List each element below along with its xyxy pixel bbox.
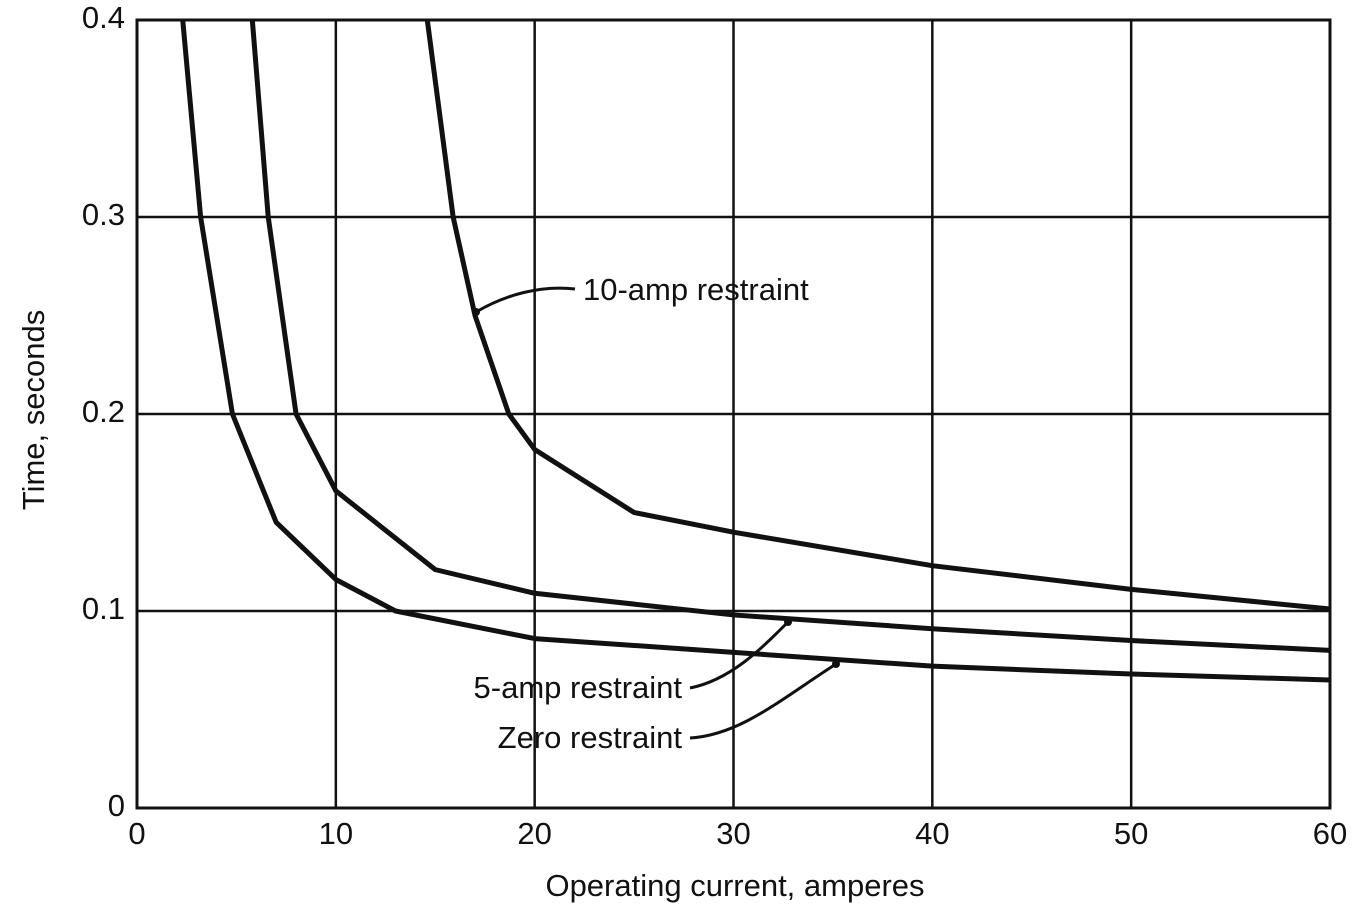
label-arrow (689, 620, 790, 690)
line-series (249, 19, 1331, 653)
label-arrow (689, 662, 837, 740)
y-tick-label: 0 (108, 788, 125, 823)
x-tick-label: 30 (716, 816, 750, 851)
x-tick-label: 40 (915, 816, 949, 851)
series-label: 10-amp restraint (583, 272, 809, 307)
series-label: Zero restraint (498, 720, 683, 755)
arrow-head (832, 660, 840, 668)
x-tick-label: 0 (128, 816, 145, 851)
label-arrow (475, 286, 576, 314)
y-tick-label: 0.1 (82, 591, 125, 626)
plot-frame (135, 18, 1332, 810)
x-tick-label: 20 (517, 816, 551, 851)
y-tick-label: 0.4 (82, 0, 125, 35)
series-label: 5-amp restraint (474, 670, 683, 705)
arrow-head (784, 618, 792, 626)
y-axis-label: Time, seconds (16, 310, 51, 510)
line-series (180, 19, 1331, 683)
x-tick-label: 50 (1114, 816, 1148, 851)
x-tick-label: 10 (319, 816, 353, 851)
arrow-head (472, 308, 480, 316)
x-axis-label: Operating current, amperes (545, 868, 924, 903)
line-series (424, 19, 1331, 612)
y-tick-label: 0.3 (82, 197, 125, 232)
y-tick-label: 0.2 (82, 394, 125, 429)
x-tick-label: 60 (1313, 816, 1347, 851)
